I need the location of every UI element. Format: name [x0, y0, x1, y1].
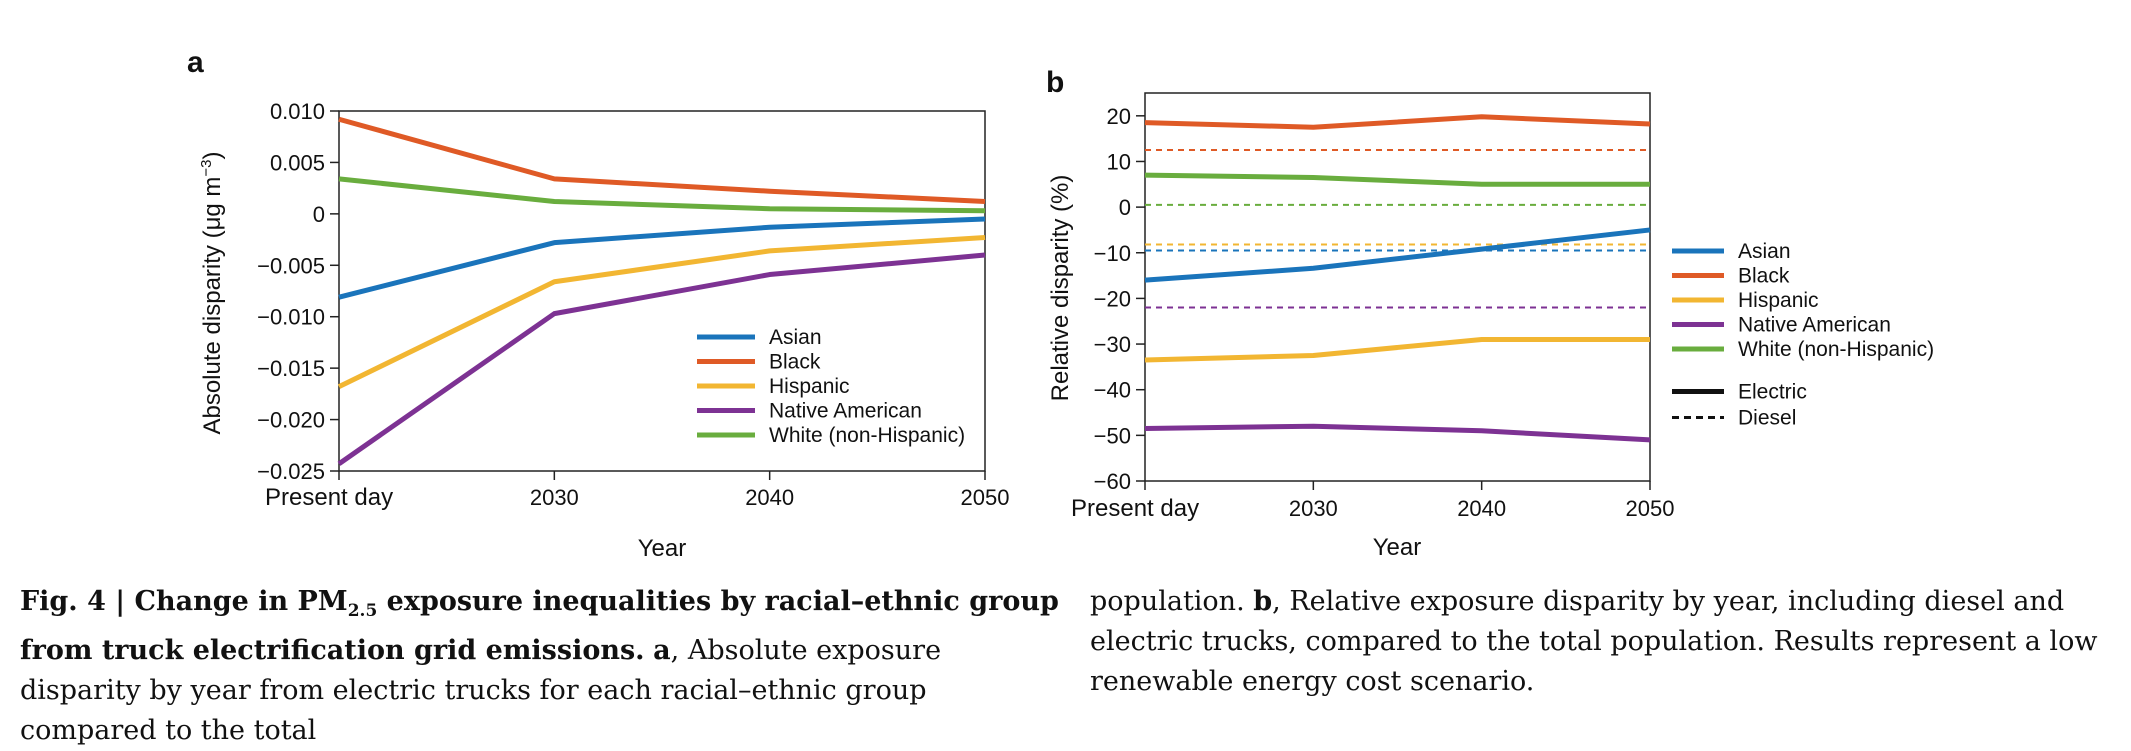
panel-b-plot-frame — [1144, 92, 1651, 482]
panel-a-series-lines — [337, 116, 986, 466]
panel-b-y-tick-label: 20 — [1107, 104, 1131, 129]
legend-label-native-american: Native American — [769, 400, 922, 423]
legend-label-native-american: Native American — [1738, 314, 1891, 337]
series-line-asian — [1144, 227, 1651, 283]
legend-label-hispanic: Hispanic — [1738, 289, 1819, 312]
panel-a-label: a — [187, 46, 204, 79]
panel-a-y-tick-label: −0.005 — [257, 253, 325, 278]
panel-a-y-tick-label: −0.020 — [257, 408, 325, 433]
panel-a-y-tick-label: 0.005 — [270, 150, 325, 175]
panel-b-x-tick-label: Present day — [1071, 495, 1199, 522]
caption-fig-title: Fig. 4 | Change in PM2.5 exposure inequa… — [20, 586, 1059, 666]
panel-b-diesel-lines — [1145, 149, 1650, 309]
series-line-native-american — [1144, 423, 1651, 443]
panel-a-x-tick-label: 2040 — [745, 485, 794, 510]
legend-label-asian: Asian — [1738, 240, 1791, 263]
panel-b-y-tick-label: 0 — [1119, 195, 1131, 220]
panel-a-x-tick-label: 2050 — [961, 485, 1010, 510]
legend-label-white-non-hispanic: White (non-Hispanic) — [769, 424, 965, 447]
panel-a-y-tick-label: 0.010 — [270, 99, 325, 124]
panel-b-label: b — [1046, 66, 1064, 99]
panel-b-y-tick-label: −10 — [1094, 241, 1131, 266]
series-line-asian — [338, 216, 986, 300]
series-line-white-non-hispanic — [338, 176, 986, 214]
legend-label-black: Black — [1738, 265, 1790, 288]
panel-b: b 20 10 0 −10 −20 −30 −40 −50 −60 Present day 203… — [1046, 66, 1934, 561]
figure-canvas: a 0.010 0.005 0 −0.005 −0.010 −0.015 −0.020 −0.… — [187, 46, 1934, 562]
series-line-hispanic — [337, 235, 986, 389]
panel-a-y-tick-label: −0.010 — [257, 305, 325, 330]
panel-b-y-axis-label: Relative disparity (%) — [1047, 175, 1074, 402]
caption-panel-b-text: , Relative exposure disparity by year, i… — [1090, 586, 2098, 697]
legend-label-electric: Electric — [1738, 381, 1807, 404]
panel-a-y-axis-label: Absolute disparity (μg m−3) — [198, 151, 226, 434]
panel-a-y-tick-label: −0.025 — [257, 459, 325, 484]
legend-label-asian: Asian — [769, 326, 822, 349]
series-line-white-non-hispanic — [1144, 172, 1650, 187]
panel-a-x-tick-label: 2030 — [530, 485, 579, 510]
legend-label-white-non-hispanic: White (non-Hispanic) — [1738, 338, 1934, 361]
panel-a-y-tick-label: −0.015 — [257, 356, 325, 381]
figure-caption-left: Fig. 4 | Change in PM2.5 exposure inequa… — [20, 582, 1060, 751]
series-line-native-american — [337, 252, 986, 466]
panel-b-y-tick-label: −60 — [1094, 469, 1131, 494]
panel-a-plot-frame — [338, 110, 986, 472]
panel-a: a 0.010 0.005 0 −0.005 −0.010 −0.015 −0.020 −0.… — [187, 46, 1009, 562]
caption-right-start: population. — [1090, 586, 1245, 617]
panel-b-y-tick-label: −20 — [1094, 286, 1131, 311]
figure-caption-right: population. b, Relative exposure dispari… — [1090, 582, 2120, 702]
panel-a-x-axis-label: Year — [638, 535, 687, 562]
panel-a-y-axis: 0.010 0.005 0 −0.005 −0.010 −0.015 −0.020 −0.02… — [257, 99, 339, 484]
panel-b-y-tick-label: 10 — [1107, 149, 1131, 174]
panel-b-y-tick-label: −40 — [1094, 378, 1131, 403]
panel-a-y-tick-label: 0 — [313, 202, 325, 227]
panel-b-x-tick-label: 2030 — [1289, 496, 1338, 521]
legend-label-black: Black — [769, 351, 821, 374]
caption-panel-b-label: b — [1253, 586, 1273, 617]
legend-label-hispanic: Hispanic — [769, 375, 850, 398]
panel-b-series-lines — [1144, 114, 1651, 443]
caption-panel-a-label: a — [653, 635, 671, 666]
series-line-hispanic — [1144, 336, 1650, 363]
panel-b-x-axis: Present day 2030 2040 2050 — [1071, 481, 1674, 522]
panel-b-x-tick-label: 2040 — [1457, 496, 1506, 521]
panel-b-y-axis: 20 10 0 −10 −20 −30 −40 −50 −60 — [1094, 104, 1145, 494]
panel-b-y-tick-label: −50 — [1094, 423, 1131, 448]
legend-label-diesel: Diesel — [1738, 407, 1796, 430]
panel-a-x-tick-label: Present day — [265, 484, 393, 511]
series-line-black — [1144, 114, 1651, 130]
series-line-black — [338, 116, 986, 205]
panel-a-x-axis: Present day 2030 2040 2050 — [265, 471, 1009, 511]
panel-b-y-tick-label: −30 — [1094, 332, 1131, 357]
panel-b-x-tick-label: 2050 — [1626, 496, 1675, 521]
panel-b-x-axis-label: Year — [1373, 534, 1422, 561]
